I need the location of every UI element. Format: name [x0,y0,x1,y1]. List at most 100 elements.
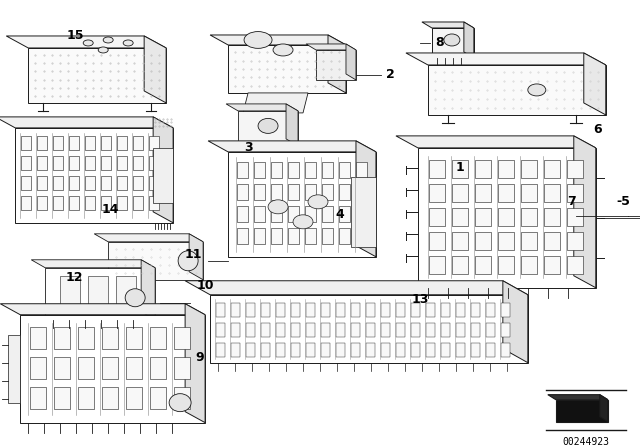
Bar [101,136,111,150]
Bar [126,387,142,409]
Polygon shape [243,93,308,113]
Ellipse shape [444,34,460,46]
Bar [498,232,514,250]
Bar [254,184,265,200]
Polygon shape [428,65,605,115]
Bar [456,323,465,337]
Bar [54,357,70,379]
Bar [30,387,46,409]
Bar [475,160,491,178]
Bar [149,156,159,170]
Bar [150,327,166,349]
Polygon shape [31,260,155,268]
Bar [216,303,225,317]
Bar [53,136,63,150]
Bar [305,184,316,200]
Bar [306,303,315,317]
Bar [149,176,159,190]
Ellipse shape [273,44,293,56]
Bar [69,176,79,190]
Polygon shape [600,395,608,422]
Bar [429,232,445,250]
Bar [60,276,80,312]
Bar [544,208,560,226]
Bar [276,303,285,317]
Polygon shape [238,111,298,146]
Bar [339,184,350,200]
Bar [21,136,31,150]
Bar [246,323,255,337]
Bar [396,303,405,317]
Bar [102,327,118,349]
Polygon shape [144,36,166,103]
Bar [366,303,375,317]
Bar [133,176,143,190]
Polygon shape [226,104,298,111]
Bar [271,184,282,200]
Polygon shape [141,260,155,320]
Bar [150,357,166,379]
Text: 2: 2 [386,69,395,82]
Ellipse shape [123,40,133,46]
Bar [37,156,47,170]
Bar [339,162,350,178]
Polygon shape [185,281,528,295]
Bar [85,156,95,170]
Bar [321,303,330,317]
Bar [261,323,270,337]
Bar [322,162,333,178]
Bar [471,343,480,357]
Bar [356,228,367,244]
Text: 12: 12 [65,271,83,284]
Bar [288,162,299,178]
Text: 11: 11 [184,248,202,261]
Text: 15: 15 [67,30,84,43]
Ellipse shape [98,47,108,53]
Bar [53,196,63,210]
Bar [21,156,31,170]
Bar [133,196,143,210]
Polygon shape [228,45,346,93]
Bar [291,343,300,357]
Bar [101,156,111,170]
Bar [366,343,375,357]
Bar [396,323,405,337]
Polygon shape [0,117,173,128]
Ellipse shape [308,195,328,209]
Bar [133,136,143,150]
Bar [452,184,468,202]
Ellipse shape [83,40,93,46]
Ellipse shape [528,84,546,96]
Bar [216,343,225,357]
Bar [521,160,537,178]
Bar [475,232,491,250]
Bar [78,327,94,349]
Bar [567,232,583,250]
Bar [126,327,142,349]
Bar [246,343,255,357]
Bar [305,206,316,222]
Bar [567,160,583,178]
Polygon shape [351,177,376,247]
Bar [441,303,450,317]
Bar [411,323,420,337]
Ellipse shape [244,31,272,48]
Polygon shape [6,36,166,48]
Bar [322,184,333,200]
Polygon shape [228,152,376,257]
Bar [366,323,375,337]
Polygon shape [45,268,155,320]
Bar [88,276,108,312]
Bar [471,303,480,317]
Polygon shape [422,22,474,28]
Bar [411,303,420,317]
Bar [475,208,491,226]
Bar [321,323,330,337]
Bar [117,176,127,190]
Bar [381,323,390,337]
Bar [102,387,118,409]
Bar [322,206,333,222]
Bar [261,303,270,317]
Bar [231,343,240,357]
Text: 7: 7 [567,195,575,208]
